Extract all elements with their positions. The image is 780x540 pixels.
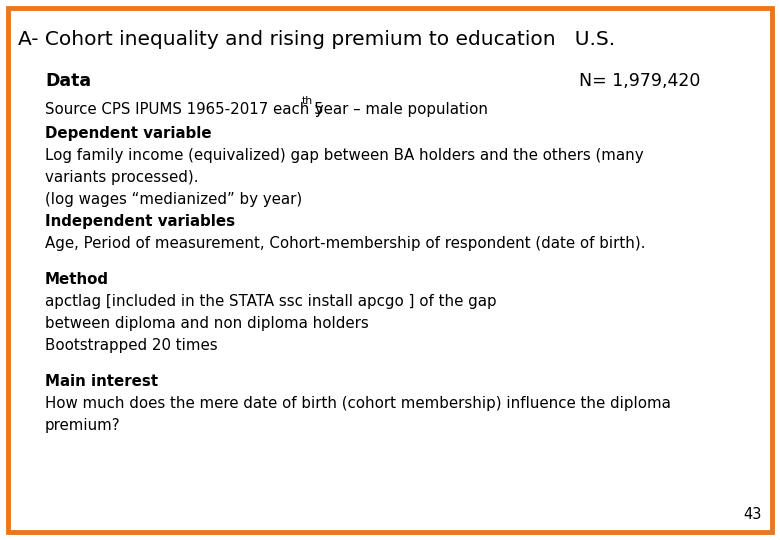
Text: year – male population: year – male population [310, 102, 488, 117]
Text: Data: Data [45, 72, 91, 90]
Text: Main interest: Main interest [45, 374, 158, 389]
Text: How much does the mere date of birth (cohort membership) influence the diploma: How much does the mere date of birth (co… [45, 396, 671, 411]
Text: Method: Method [45, 272, 109, 287]
Text: 43: 43 [743, 507, 762, 522]
Text: between diploma and non diploma holders: between diploma and non diploma holders [45, 316, 369, 331]
Text: Dependent variable: Dependent variable [45, 126, 211, 141]
Text: (log wages “medianized” by year): (log wages “medianized” by year) [45, 192, 303, 207]
Text: variants processed).: variants processed). [45, 170, 198, 185]
Text: th: th [302, 96, 313, 106]
Text: Bootstrapped 20 times: Bootstrapped 20 times [45, 338, 218, 353]
Text: Source CPS IPUMS 1965-2017 each 5: Source CPS IPUMS 1965-2017 each 5 [45, 102, 324, 117]
Text: apctlag [included in the STATA ssc install apcgo ] of the gap: apctlag [included in the STATA ssc insta… [45, 294, 497, 309]
Text: N= 1,979,420: N= 1,979,420 [579, 72, 700, 90]
Text: Independent variables: Independent variables [45, 214, 235, 229]
Text: Log family income (equivalized) gap between BA holders and the others (many: Log family income (equivalized) gap betw… [45, 148, 643, 163]
Text: Age, Period of measurement, Cohort-membership of respondent (date of birth).: Age, Period of measurement, Cohort-membe… [45, 236, 646, 251]
Text: A- Cohort inequality and rising premium to education   U.S.: A- Cohort inequality and rising premium … [18, 30, 615, 49]
Text: premium?: premium? [45, 418, 121, 433]
